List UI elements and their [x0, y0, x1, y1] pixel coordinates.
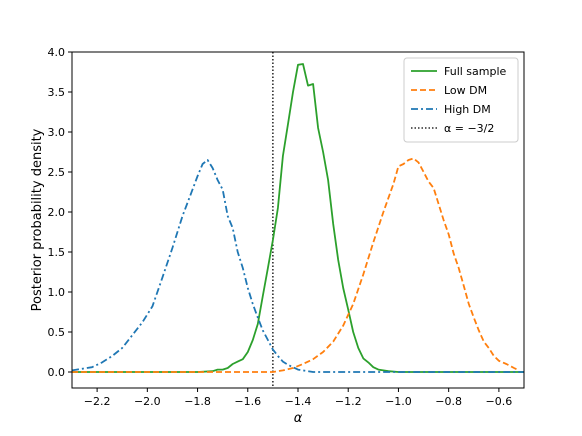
legend-label: α = −3/2 — [444, 122, 494, 135]
legend-label: High DM — [444, 103, 491, 116]
legend-label: Low DM — [444, 84, 487, 97]
x-tick-label: −1.6 — [234, 395, 261, 408]
axes-frame — [71, 51, 525, 389]
legend: Full sample Low DM High DM α = −3/2 — [403, 57, 519, 143]
x-tick-label: −2.2 — [84, 395, 111, 408]
y-tick-label: 2.5 — [48, 166, 66, 179]
y-tick-label: 3.0 — [48, 126, 66, 139]
series-line-low-dm — [72, 157, 520, 373]
series-line-high-dm — [72, 159, 524, 373]
x-tick-label: −0.6 — [486, 395, 513, 408]
x-axis-ticks: −2.2 −2.0 −1.8 −1.6 −1.4 −1.2 −1.0 −0.8 −0.6 — [84, 388, 512, 408]
x-tick-label: −1.2 — [335, 395, 362, 408]
legend-label: Full sample — [444, 65, 507, 78]
x-tick-label: −1.0 — [385, 395, 412, 408]
x-tick-label: −1.8 — [184, 395, 211, 408]
y-tick-label: 1.5 — [48, 246, 66, 259]
y-tick-label: 2.0 — [48, 206, 66, 219]
y-tick-label: 3.5 — [48, 86, 66, 99]
y-axis-ticks: 0.0 0.5 1.0 1.5 2.0 2.5 3.0 3.5 4.0 — [48, 46, 72, 379]
legend-box — [403, 57, 519, 143]
x-tick-label: −1.4 — [285, 395, 312, 408]
plot-area — [72, 52, 524, 388]
x-tick-label: −0.8 — [435, 395, 462, 408]
x-tick-label: −2.0 — [134, 395, 161, 408]
y-tick-label: 1.0 — [48, 286, 66, 299]
y-tick-label: 4.0 — [48, 46, 66, 59]
y-tick-label: 0.5 — [48, 326, 66, 339]
y-tick-label: 0.0 — [48, 366, 66, 379]
y-axis-label: Posterior probability density — [30, 128, 45, 311]
x-axis-label: α — [294, 411, 303, 426]
series-line-full-sample — [72, 63, 524, 373]
